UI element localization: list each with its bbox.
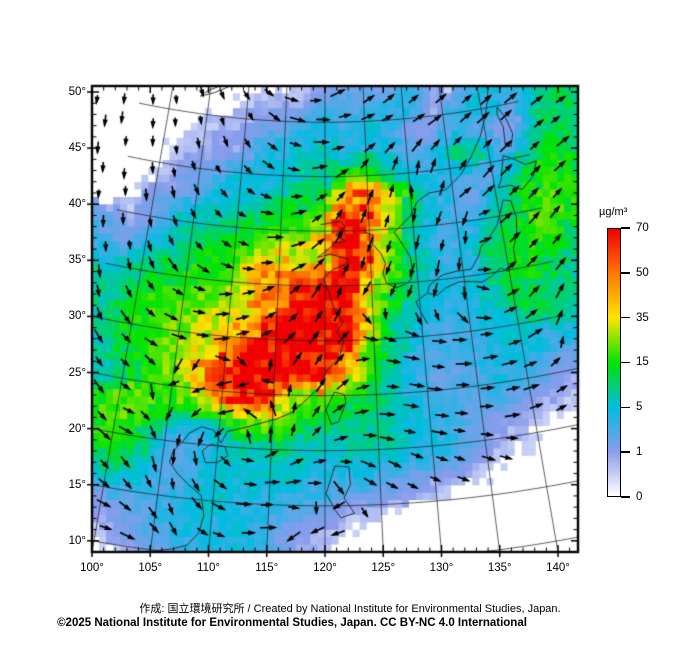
lon-tick-label: 135° [487, 562, 512, 574]
lat-tick-label: 40° [68, 198, 86, 211]
lon-tick-label: 105° [138, 562, 163, 574]
lat-tick-label: 50° [68, 86, 86, 98]
colorbar-gradient [607, 228, 621, 497]
lon-tick-label: 120° [313, 562, 337, 574]
colorbar-tick-mark [621, 361, 630, 364]
lat-tick-label: 15° [68, 478, 86, 491]
lat-tick-label: 10° [68, 534, 86, 547]
lat-tick-label: 30° [68, 310, 86, 323]
lat-tick-label: 35° [68, 254, 86, 267]
lat-tick-label: 20° [68, 422, 86, 435]
lat-tick-label: 25° [68, 366, 86, 379]
lon-tick-label: 140° [546, 562, 570, 574]
colorbar-unit-label: µg/m³ [599, 206, 628, 218]
colorbar-tick-label: 1 [636, 446, 643, 459]
colorbar-tick-mark [621, 227, 630, 229]
copyright-line: ©2025 National Institute for Environment… [57, 617, 527, 629]
colorbar-tick-label: 15 [636, 356, 649, 369]
colorbar-tick-label: 5 [636, 401, 643, 414]
colorbar-tick-label: 0 [636, 490, 643, 503]
colorbar-tick-label: 35 [636, 311, 649, 324]
lon-tick-label: 125° [371, 562, 396, 574]
lat-tick-label: 45° [68, 142, 86, 155]
lon-tick-label: 130° [429, 562, 454, 574]
lon-tick-label: 100° [80, 562, 104, 574]
credit-line: 作成: 国立環境研究所 / Created by National Instit… [139, 603, 561, 615]
colorbar-tick-mark [621, 316, 630, 319]
colorbar-tick-mark [621, 496, 630, 498]
lon-tick-label: 115° [255, 562, 279, 574]
lon-tick-label: 110° [197, 562, 220, 574]
colorbar-tick-label: 70 [636, 222, 649, 234]
colorbar-tick-mark [621, 451, 630, 453]
colorbar-tick-mark [621, 406, 630, 409]
colorbar-tick-mark [621, 272, 630, 274]
colorbar-tick-label: 50 [636, 266, 649, 279]
